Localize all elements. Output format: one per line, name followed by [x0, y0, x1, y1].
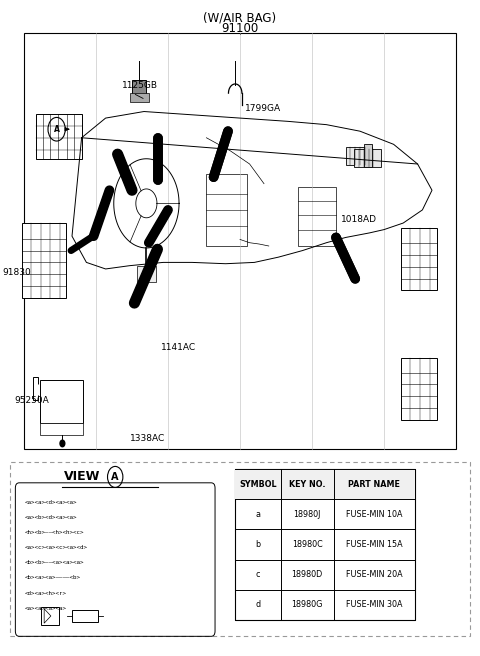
Text: 1141AC: 1141AC	[161, 343, 196, 352]
Bar	[206, 174, 247, 246]
Text: <a><c><a><c><a><d>: <a><c><a><c><a><d>	[25, 545, 88, 550]
Text: <b><a><a>————<b>: <b><a><a>————<b>	[25, 575, 81, 581]
Text: <b><b>——<a><a><a>: <b><b>——<a><a><a>	[25, 560, 84, 565]
Text: 18980J: 18980J	[293, 510, 321, 519]
Text: 1125GB: 1125GB	[122, 81, 158, 90]
Text: 18980G: 18980G	[291, 600, 323, 609]
Text: KEY NO.: KEY NO.	[289, 480, 325, 489]
Text: PART NAME: PART NAME	[348, 480, 400, 489]
Bar	[137, 266, 156, 282]
Text: <a><b><d><a><a>: <a><b><d><a><a>	[25, 515, 77, 520]
Circle shape	[60, 440, 65, 447]
Text: VIEW: VIEW	[64, 470, 101, 483]
Bar	[354, 149, 381, 167]
Text: SYMBOL: SYMBOL	[239, 480, 277, 489]
Text: FUSE-MIN 15A: FUSE-MIN 15A	[346, 540, 403, 549]
Bar	[22, 223, 66, 298]
Text: d: d	[255, 600, 261, 609]
Text: a: a	[255, 510, 261, 519]
Bar	[401, 228, 437, 290]
Bar	[24, 33, 456, 449]
Bar	[346, 147, 372, 165]
Text: 18980C: 18980C	[292, 540, 323, 549]
Bar	[10, 462, 470, 636]
Text: <h><b>——<h><h><c>: <h><b>——<h><h><c>	[25, 530, 84, 535]
Text: 18980D: 18980D	[291, 570, 323, 579]
Bar	[72, 610, 98, 622]
Text: c: c	[256, 570, 260, 579]
Text: (W/AIR BAG): (W/AIR BAG)	[204, 12, 276, 25]
Bar	[364, 144, 372, 167]
Text: A: A	[54, 125, 60, 134]
Text: 1799GA: 1799GA	[245, 104, 281, 113]
Bar	[40, 380, 83, 423]
Bar	[41, 607, 59, 625]
Text: 1018AD: 1018AD	[341, 215, 377, 224]
Text: A: A	[111, 472, 119, 482]
Text: 1338AC: 1338AC	[130, 434, 165, 443]
Bar	[130, 93, 149, 102]
Text: FUSE-MIN 30A: FUSE-MIN 30A	[346, 600, 403, 609]
Bar	[132, 80, 146, 94]
Bar	[235, 469, 415, 620]
Bar	[235, 469, 415, 499]
Text: 91100: 91100	[221, 22, 259, 35]
Text: 91830: 91830	[2, 268, 31, 277]
Bar	[401, 358, 437, 420]
Bar	[298, 187, 336, 246]
Text: FUSE-MIN 10A: FUSE-MIN 10A	[346, 510, 403, 519]
Text: <d><a><h><r>: <d><a><h><r>	[25, 590, 67, 596]
Text: 95250A: 95250A	[14, 396, 49, 405]
Text: b: b	[255, 540, 261, 549]
Bar	[40, 423, 83, 435]
Text: FUSE-MIN 20A: FUSE-MIN 20A	[346, 570, 403, 579]
Bar	[36, 114, 82, 159]
Text: <a><a><d><a><a>: <a><a><d><a><a>	[25, 500, 77, 505]
Text: <a><a><a><a>: <a><a><a><a>	[25, 605, 67, 611]
